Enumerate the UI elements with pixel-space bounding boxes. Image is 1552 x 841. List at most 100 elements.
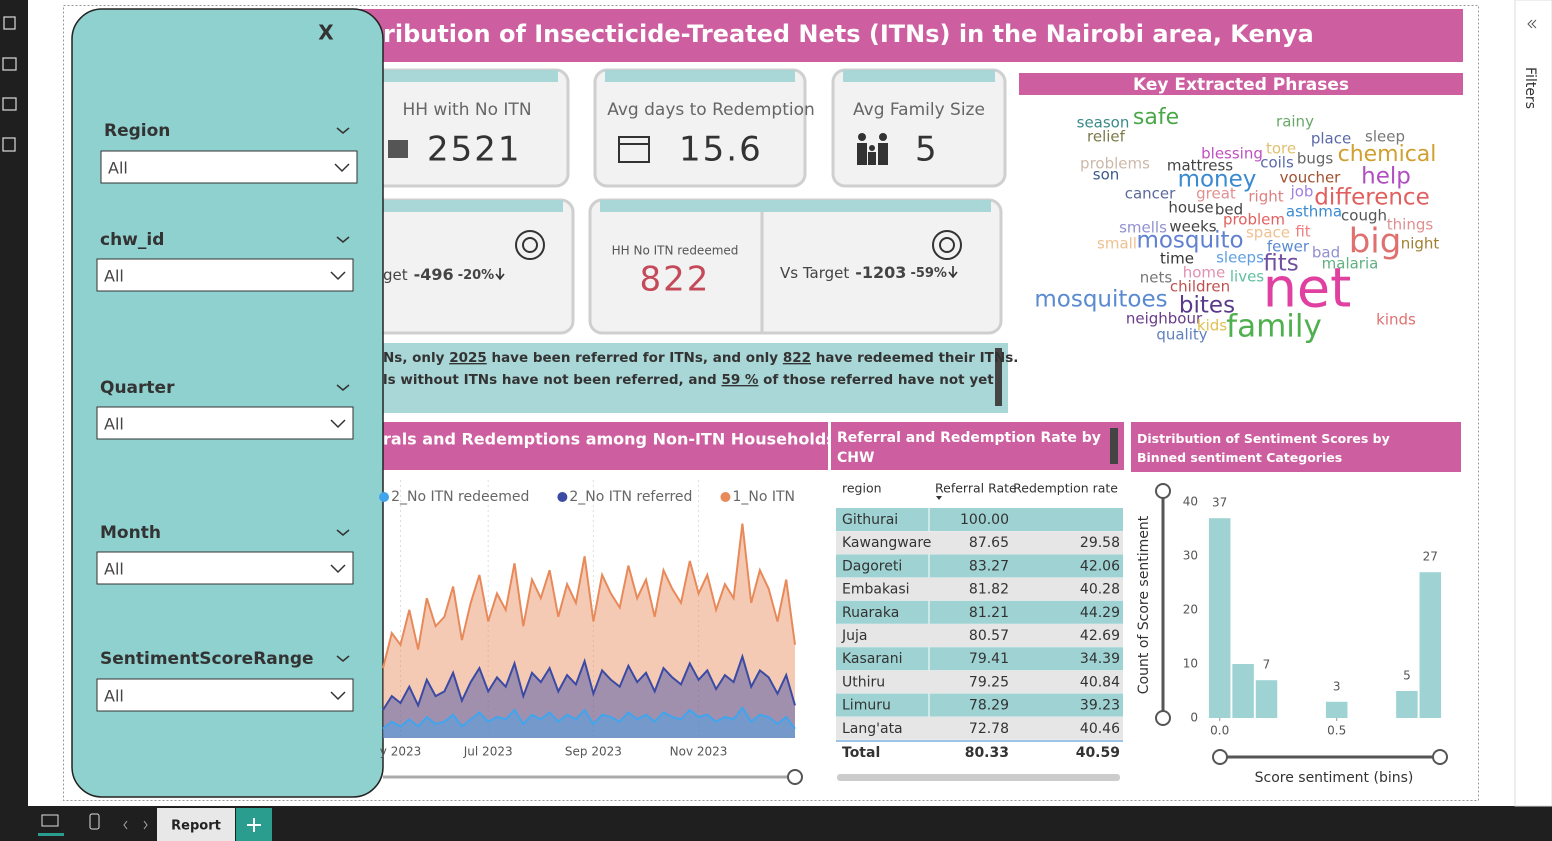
y-tick-label: 20: [1183, 603, 1198, 617]
filter-value[interactable]: All: [108, 159, 128, 178]
word: fit: [1295, 223, 1310, 241]
target-icon: [522, 237, 538, 253]
filter-collapse[interactable]: [336, 236, 350, 243]
word: net: [1263, 257, 1352, 320]
desktop-view-icon[interactable]: [41, 814, 59, 827]
filter-collapse[interactable]: [336, 655, 350, 662]
y-axis-title: Count of Score sentiment: [1136, 515, 1152, 694]
column-header: Redemption rate: [1013, 481, 1118, 496]
filter-value[interactable]: All: [104, 267, 124, 286]
data-label: 27: [1423, 550, 1438, 564]
x-tick-label: Jul 2023: [463, 745, 513, 759]
slider-handle[interactable]: [1212, 749, 1228, 765]
kpi-label: Avg days to Redemption: [607, 100, 815, 120]
word: bed: [1215, 201, 1243, 219]
model-icon[interactable]: [2, 97, 17, 111]
table-cell: 81.21: [969, 605, 1009, 621]
word: sleep: [1365, 128, 1405, 146]
word: cancer: [1125, 185, 1176, 203]
target-label: Vs Target: [780, 264, 849, 282]
expand-icon[interactable]: [1527, 19, 1537, 29]
bar: [1396, 691, 1418, 718]
dropdown-chevron: [330, 419, 346, 429]
narrative-text: have been referred for ITNs, and only: [487, 350, 783, 366]
filters-label[interactable]: Filters: [1522, 67, 1538, 109]
filter-dropdown[interactable]: [96, 406, 354, 440]
word: job: [1290, 183, 1314, 201]
scrollbar: [1110, 428, 1118, 464]
dropdown-chevron: [330, 564, 346, 574]
narrative-text: Ns, only: [383, 350, 449, 366]
filter-label: Month: [100, 523, 161, 543]
table-icon[interactable]: [2, 57, 17, 71]
series-line: [382, 653, 796, 711]
filter-collapse[interactable]: [336, 384, 350, 391]
word: house: [1168, 199, 1213, 217]
word: safe: [1133, 105, 1179, 130]
word: nets: [1140, 269, 1173, 287]
word: voucher: [1280, 169, 1342, 187]
narrative-number: 822: [783, 350, 811, 366]
legend-dot: [720, 492, 731, 502]
mobile-view-icon[interactable]: [89, 813, 100, 830]
series-line: [382, 523, 796, 669]
table-cell: 80.57: [969, 628, 1009, 644]
card-band: [605, 70, 795, 82]
filter-collapse[interactable]: [336, 127, 350, 134]
slider-handle[interactable]: [1155, 483, 1171, 499]
x-tick-label: 0.5: [1327, 724, 1346, 738]
table-cell: 83.27: [969, 558, 1009, 574]
filter-value[interactable]: All: [104, 560, 124, 579]
dax-icon[interactable]: [2, 137, 16, 152]
filter-dropdown[interactable]: [96, 258, 354, 292]
slider-handle[interactable]: [787, 769, 803, 785]
filter-value[interactable]: All: [104, 415, 124, 434]
tab-label[interactable]: Report: [171, 819, 221, 834]
target-label: HH No ITN redeemed: [612, 244, 739, 258]
target-icon: [932, 230, 962, 260]
filter-collapse[interactable]: [336, 529, 350, 536]
word: space: [1246, 224, 1290, 242]
x-tick-label: Sep 2023: [565, 745, 622, 759]
report-tab[interactable]: [157, 808, 235, 841]
tab-scroll[interactable]: [123, 820, 148, 830]
y-tick-label: 40: [1183, 495, 1198, 509]
down-arrow: [495, 266, 958, 281]
kpi-cards: [328, 68, 1007, 335]
filter-dropdown[interactable]: [100, 150, 358, 184]
table-cell: Limuru: [842, 698, 891, 714]
word: time: [1160, 250, 1194, 268]
slider-handle[interactable]: [1432, 749, 1448, 765]
filter-dropdown[interactable]: [96, 678, 354, 712]
word: kids: [1197, 317, 1227, 335]
slider-handle[interactable]: [1155, 710, 1171, 726]
word: mosquitoes: [1034, 287, 1167, 313]
word: problem: [1223, 211, 1285, 229]
y-tick-label: 10: [1183, 657, 1198, 671]
narrative-number: 2025: [449, 350, 487, 366]
filter-value[interactable]: All: [104, 687, 124, 706]
target-text: Vs Target -1203 -59%: [780, 263, 947, 282]
filter-dropdown[interactable]: [96, 551, 354, 585]
filters-pane[interactable]: [1514, 0, 1552, 807]
word: place: [1311, 130, 1351, 148]
kpi-value: 15.6: [679, 130, 763, 170]
data-label: 7: [1263, 658, 1271, 672]
column-header: Referral Rate: [935, 481, 1017, 496]
x-tick-label: 0.0: [1210, 724, 1229, 738]
filter-label: Region: [104, 121, 170, 141]
hist-title: Distribution of Sentiment Scores by Binn…: [1137, 431, 1390, 465]
family-icon: [879, 133, 887, 141]
canvas-border: [63, 5, 1479, 801]
table-row: [836, 670, 1123, 694]
kpi-value: 2521: [427, 130, 522, 170]
h-scrollbar[interactable]: [837, 774, 1120, 781]
family-icon: [868, 152, 876, 165]
table-cell: Dagoreti: [842, 558, 902, 574]
report-icon[interactable]: [3, 16, 16, 30]
close-button[interactable]: X: [318, 21, 334, 45]
family-icon: [878, 143, 888, 165]
table-cell: Kawangware: [842, 535, 931, 551]
table-cell: Embakasi: [842, 582, 910, 598]
